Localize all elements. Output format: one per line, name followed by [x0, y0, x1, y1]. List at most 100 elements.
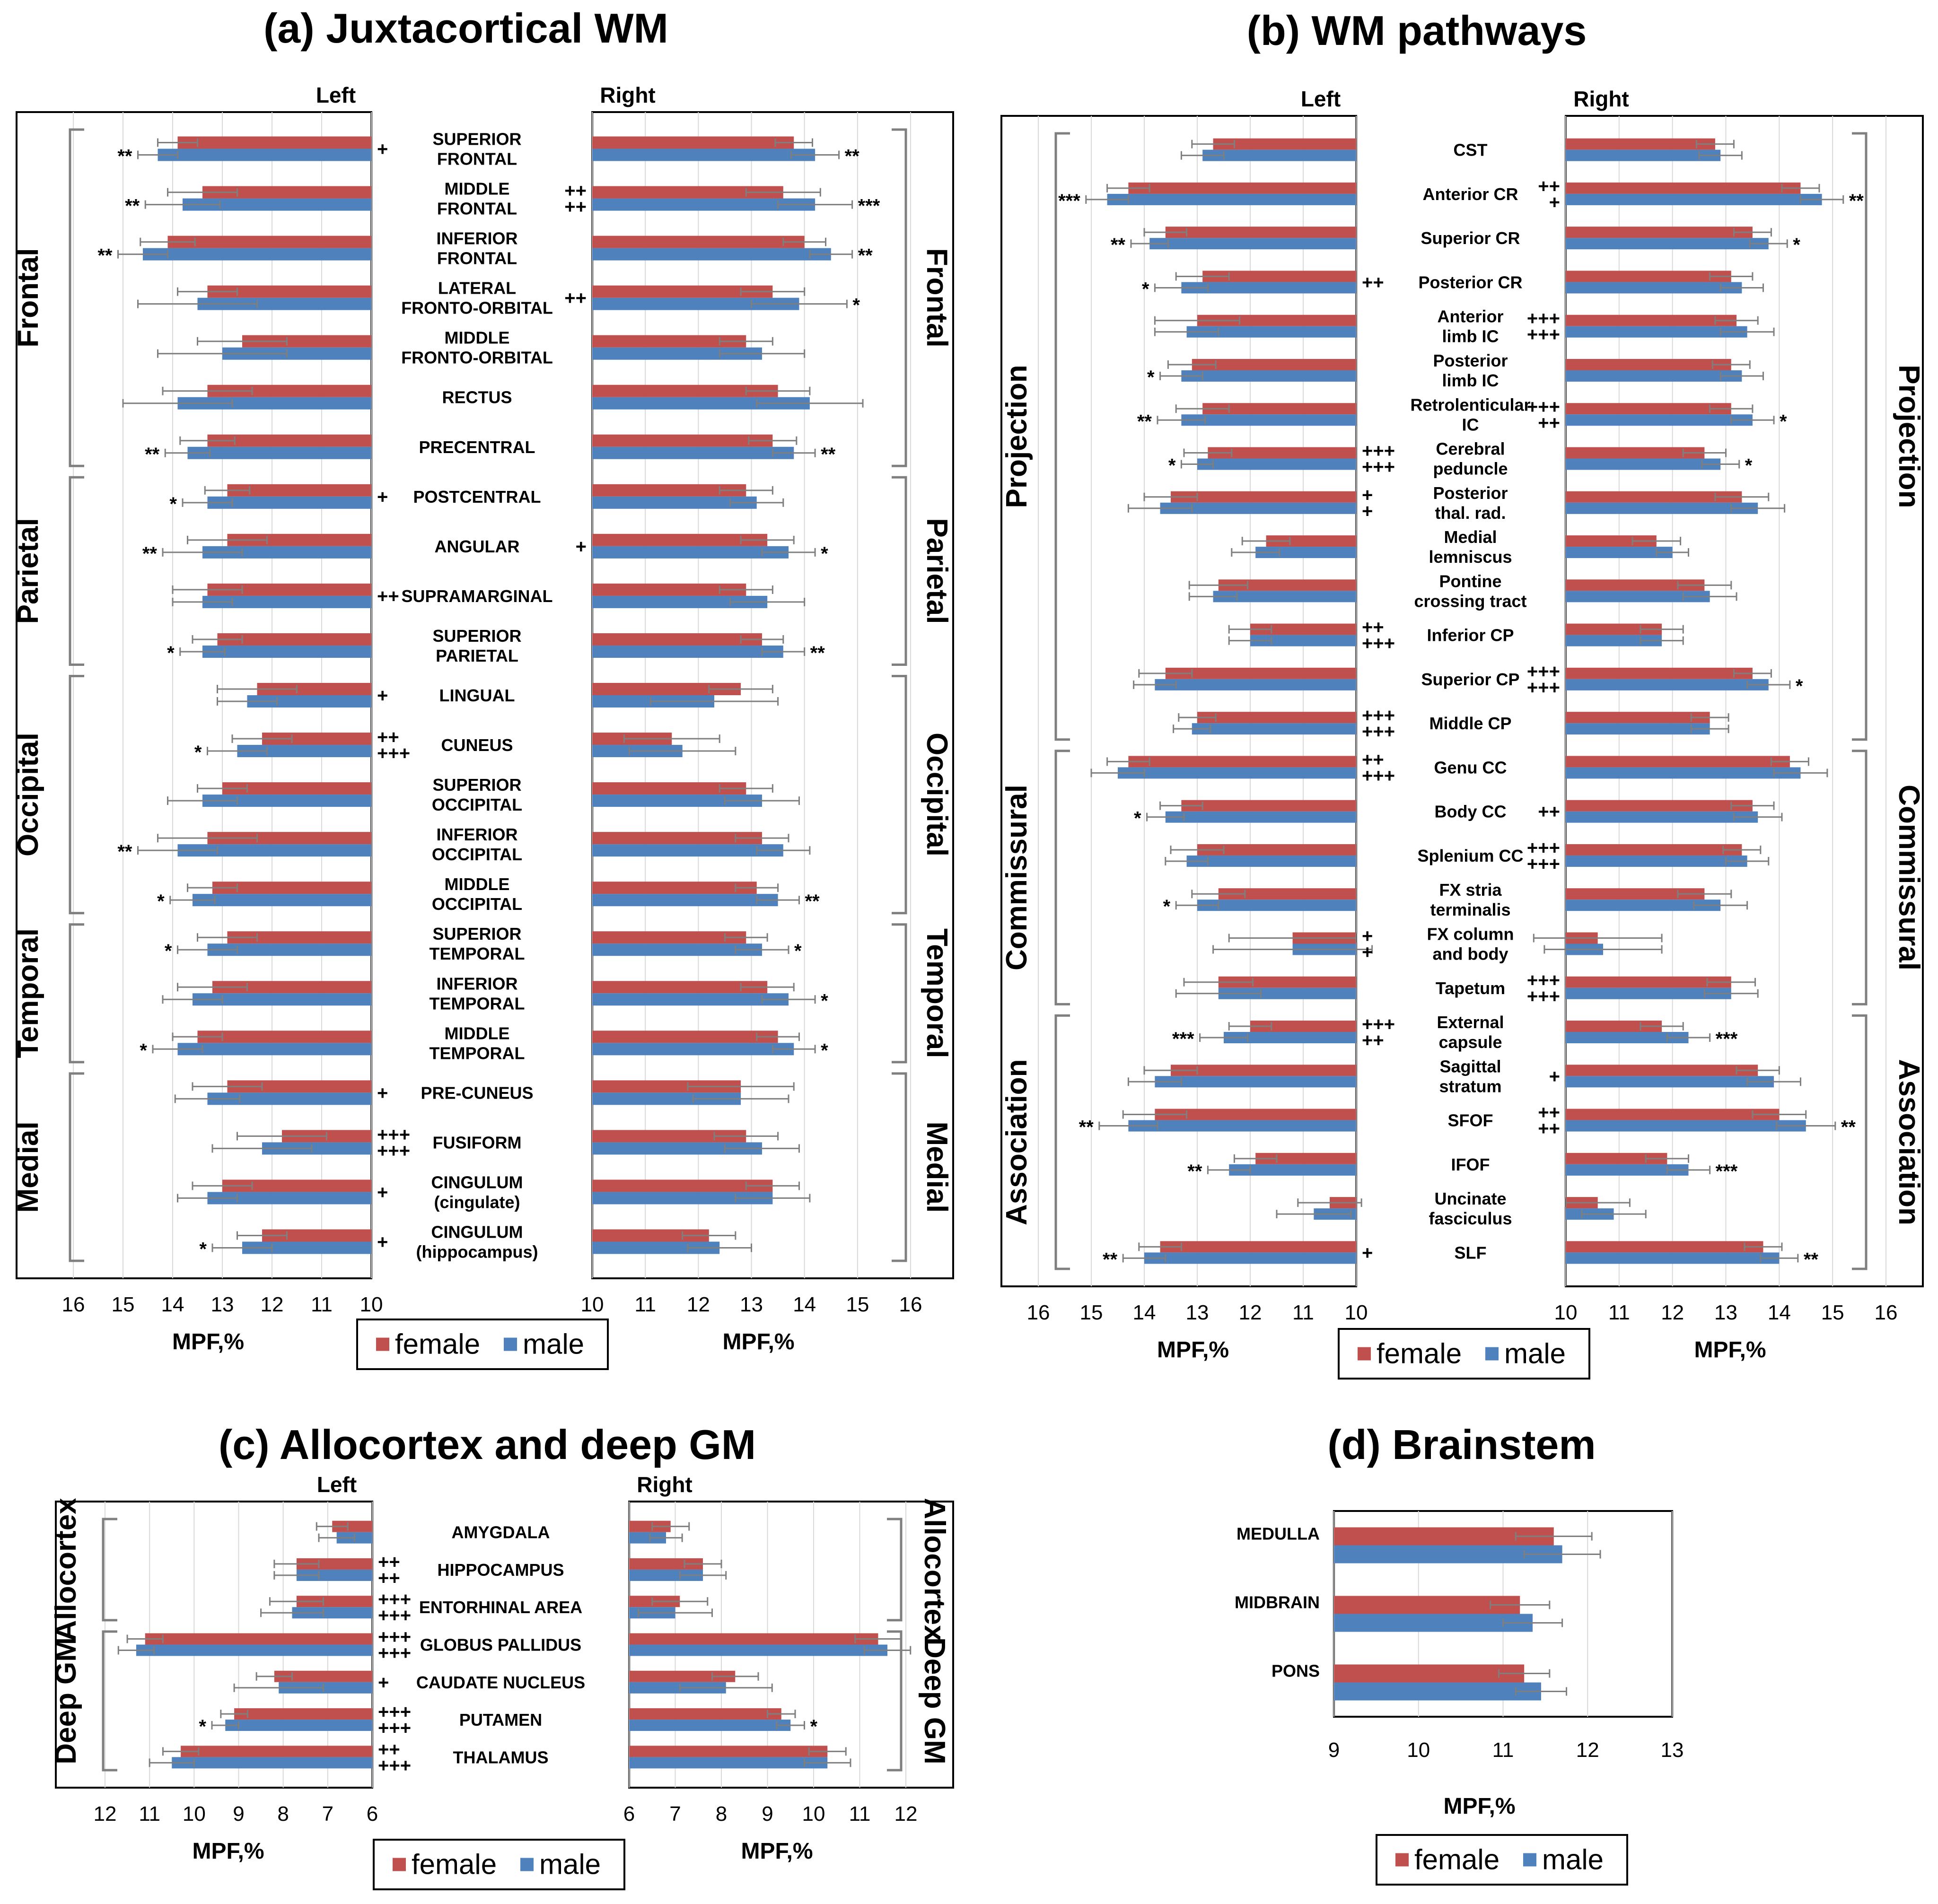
category-label: Posterior — [1433, 483, 1508, 503]
bar-left-female — [1213, 138, 1356, 150]
category-label: SUPRAMARGINAL — [402, 586, 553, 606]
left-side-label: Left — [317, 1472, 357, 1497]
tick-label: 8 — [716, 1802, 727, 1825]
category-label: stratum — [1439, 1076, 1501, 1096]
sig-hemi-right: ++ — [1538, 802, 1560, 822]
bar-left-male — [1155, 679, 1356, 690]
bar-right-male — [629, 1644, 887, 1656]
sig-sex-left: ** — [1137, 411, 1152, 432]
sig-sex-right: * — [821, 1040, 828, 1061]
bar-left-male — [1144, 1252, 1356, 1264]
group-label-left: Association — [1000, 1059, 1033, 1225]
legend-swatch-male — [504, 1337, 517, 1351]
group-label-right: Occipital — [921, 733, 953, 856]
tick-label: 13 — [1186, 1301, 1209, 1324]
group-label-left: Commissural — [1000, 785, 1033, 970]
right-side-label: Right — [1573, 87, 1629, 111]
sig-hemi-left: + — [377, 487, 388, 507]
sig-hemi-left: +++ — [378, 1643, 411, 1664]
group-label-left: Medial — [12, 1121, 44, 1213]
bar-left-male — [187, 446, 371, 459]
sig-hemi-left: +++ — [377, 743, 410, 764]
bar-male — [1334, 1682, 1541, 1701]
bar-right-male — [592, 943, 762, 956]
group-label-left: Projection — [1000, 365, 1033, 508]
group-label-left: Frontal — [12, 248, 44, 348]
left-side-label: Left — [316, 83, 356, 107]
bar-right-female — [1566, 1109, 1780, 1120]
bar-left-male — [143, 248, 371, 261]
bar-left-female — [145, 1633, 372, 1645]
bar-left-male — [136, 1644, 372, 1656]
tick-label: 14 — [161, 1293, 184, 1316]
sig-hemi-right: +++ — [1527, 838, 1560, 858]
bar-right-male — [1566, 326, 1747, 338]
sig-hemi-left: + — [1362, 942, 1373, 962]
category-label: ENTORHINAL AREA — [419, 1598, 582, 1617]
category-label: Pontine — [1439, 571, 1502, 591]
legend-box — [373, 1839, 625, 1890]
bar-right-female — [592, 633, 762, 646]
category-label: TEMPORAL — [430, 994, 525, 1013]
sig-hemi-left: ++ — [377, 727, 399, 748]
category-label: LATERAL — [438, 279, 516, 298]
bar-right-female — [629, 1746, 828, 1757]
category-label: limb IC — [1442, 371, 1499, 390]
category-label: TEMPORAL — [430, 944, 525, 963]
tick-label: 11 — [139, 1802, 160, 1825]
group-label-right: Medial — [921, 1121, 953, 1213]
bar-right-female — [1566, 976, 1731, 988]
category-label: Retrolenticular — [1410, 395, 1530, 414]
group-bracket-left — [69, 476, 84, 666]
legend-swatch-female — [393, 1858, 406, 1871]
tick-label: 9 — [1328, 1738, 1340, 1762]
bar-left-female — [1192, 358, 1356, 370]
tick-label: 10 — [1407, 1738, 1430, 1762]
category-label: RECTUS — [442, 388, 512, 407]
bar-left-male — [202, 645, 371, 658]
category-label: THALAMUS — [453, 1747, 549, 1767]
tick-label: 15 — [1080, 1301, 1103, 1324]
category-label: CST — [1454, 140, 1488, 160]
tick-label: 7 — [322, 1802, 333, 1825]
category-label: PARIETAL — [436, 646, 518, 665]
bar-right-male — [1566, 414, 1753, 426]
category-label: Cerebral — [1436, 439, 1505, 459]
bar-right-female — [592, 832, 762, 845]
tick-label: 7 — [669, 1802, 681, 1825]
tick-label: 11 — [1292, 1301, 1314, 1324]
tick-label: 10 — [183, 1802, 206, 1825]
sig-sex-right: * — [794, 941, 802, 961]
bar-right-female — [629, 1633, 878, 1645]
sig-sex-right: * — [1793, 235, 1800, 255]
legend-male-label: male — [1504, 1338, 1566, 1370]
bar-right-male — [1566, 547, 1673, 559]
bar-left-male — [1128, 1120, 1356, 1132]
category-label: INFERIOR — [436, 974, 517, 993]
sig-hemi-left: +++ — [377, 1124, 410, 1145]
sig-hemi-left: +++ — [378, 1702, 411, 1722]
tick-label: 14 — [1133, 1301, 1156, 1324]
sig-hemi-left: +++ — [1362, 441, 1395, 462]
left-side-label: Left — [1301, 87, 1341, 111]
tick-label: 6 — [623, 1802, 635, 1825]
bar-right-male — [1566, 855, 1747, 867]
sig-hemi-left: ++ — [378, 1552, 400, 1572]
category-label: lemniscus — [1429, 547, 1512, 567]
legend-male-label: male — [539, 1849, 601, 1880]
sig-hemi-left: +++ — [378, 1718, 411, 1738]
bar-right-female — [1566, 491, 1742, 503]
bar-left-male — [172, 1757, 372, 1769]
group-bracket-right — [892, 1072, 907, 1262]
tick-label: 15 — [1821, 1301, 1844, 1324]
category-label: GLOBUS PALLIDUS — [420, 1635, 581, 1655]
sig-sex-right: ** — [810, 643, 825, 664]
bar-right-female — [592, 533, 768, 546]
sig-sex-left: *** — [1172, 1029, 1194, 1049]
sig-sex-left: ** — [1103, 1249, 1118, 1270]
bar-right-female — [592, 882, 757, 894]
legend-swatch-male — [1485, 1347, 1499, 1361]
bar-right-female — [592, 136, 794, 149]
bar-right-male — [592, 248, 831, 261]
bar-right-male — [1566, 767, 1801, 779]
